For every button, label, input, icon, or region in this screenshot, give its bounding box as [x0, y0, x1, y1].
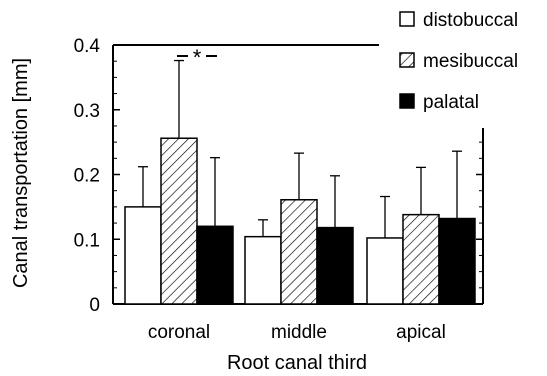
bar: [160, 137, 198, 305]
y-tick-label: 0.4: [74, 36, 101, 57]
legend-swatch: [399, 11, 415, 27]
bar: [124, 206, 162, 305]
bar: [316, 226, 354, 305]
x-tick-label: coronal: [148, 322, 210, 343]
x-axis-label: Root canal third: [227, 352, 367, 374]
legend-swatch: [399, 93, 415, 109]
legend-label: mesibuccal: [423, 51, 518, 72]
x-tick-label: middle: [271, 322, 327, 343]
y-axis-label: Canal transportation [mm]: [10, 58, 32, 288]
legend-label: palatal: [423, 92, 479, 113]
legend-swatch: [399, 52, 415, 68]
bar: [366, 237, 404, 305]
y-tick-label: 0.2: [74, 166, 100, 187]
x-tick-label: apical: [396, 322, 446, 343]
y-tick-label: 0.3: [74, 101, 100, 122]
bar: [280, 199, 318, 305]
y-tick-label: 0: [89, 295, 100, 316]
significance-marker: *: [193, 45, 202, 70]
bar: [402, 213, 440, 305]
bar: [196, 225, 234, 305]
bar: [438, 217, 476, 305]
y-tick-label: 0.1: [74, 230, 100, 251]
legend-label: distobuccal: [423, 10, 518, 31]
bar: [244, 235, 282, 305]
